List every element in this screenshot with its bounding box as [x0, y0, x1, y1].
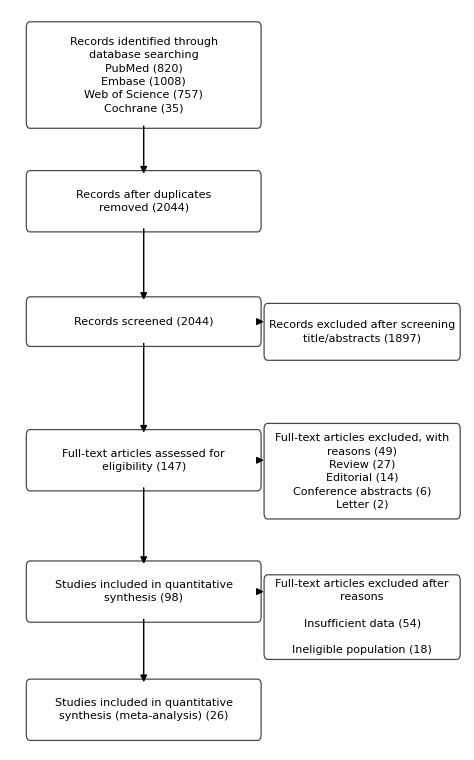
FancyBboxPatch shape [27, 170, 261, 232]
FancyBboxPatch shape [27, 561, 261, 622]
FancyBboxPatch shape [264, 303, 460, 360]
FancyBboxPatch shape [264, 575, 460, 660]
Text: Studies included in quantitative
synthesis (meta-analysis) (26): Studies included in quantitative synthes… [55, 698, 233, 721]
Text: Full-text articles excluded, with
reasons (49)
Review (27)
Editorial (14)
Confer: Full-text articles excluded, with reason… [275, 433, 449, 509]
Text: Records excluded after screening
title/abstracts (1897): Records excluded after screening title/a… [269, 320, 455, 344]
FancyBboxPatch shape [264, 423, 460, 519]
FancyBboxPatch shape [27, 22, 261, 128]
FancyBboxPatch shape [27, 297, 261, 347]
Text: Studies included in quantitative
synthesis (98): Studies included in quantitative synthes… [55, 580, 233, 603]
Text: Full-text articles excluded after
reasons

Insufficient data (54)

Ineligible po: Full-text articles excluded after reason… [275, 579, 449, 655]
Text: Records identified through
database searching
PubMed (820)
Embase (1008)
Web of : Records identified through database sear… [70, 37, 218, 113]
Text: Full-text articles assessed for
eligibility (147): Full-text articles assessed for eligibil… [63, 448, 225, 472]
Text: Records after duplicates
removed (2044): Records after duplicates removed (2044) [76, 190, 211, 213]
FancyBboxPatch shape [27, 429, 261, 491]
FancyBboxPatch shape [27, 679, 261, 740]
Text: Records screened (2044): Records screened (2044) [74, 317, 213, 327]
